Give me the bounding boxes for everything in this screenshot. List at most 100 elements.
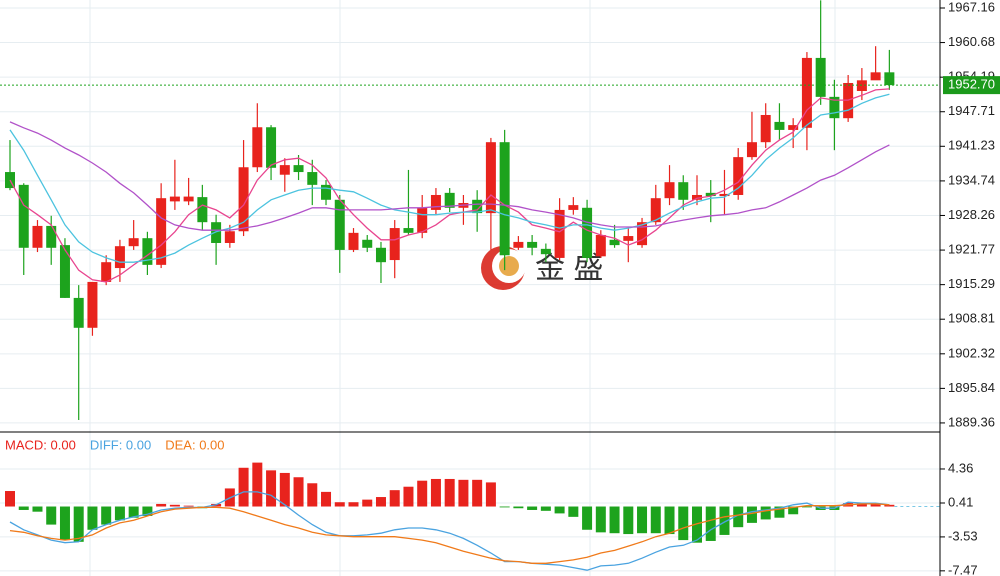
macd-bar [582,506,593,530]
macd-bar [884,504,895,507]
indicator-line [9,503,890,564]
candle-body [692,194,702,200]
y-tick-label: 1902.32 [948,345,995,360]
macd-bar [375,497,386,507]
macd-bar [266,470,277,507]
watermark: 金 盛 [535,252,603,285]
moving-average-line [9,121,890,231]
candle-body [568,205,579,210]
candle-body [774,121,785,130]
candle-body [46,225,57,248]
macd-bar [678,506,689,541]
macd-bar [623,506,634,535]
macd-bar [32,506,43,512]
last-price-label: 1952.70 [948,77,995,92]
candle-body [678,182,689,200]
macd-bar [568,506,579,517]
macd-bar [46,506,57,525]
macd-bar [444,478,455,507]
macd-bar [692,506,702,543]
candle-body [238,167,249,232]
candle-body [101,262,112,282]
candle-body [623,236,634,241]
macd-bar [128,506,139,518]
candle-body [32,225,43,248]
y-tick-label: -3.53 [948,528,978,543]
candle-body [348,232,359,250]
candle-body [513,241,524,248]
candle-body [307,172,318,185]
candle-body [637,222,648,246]
macd-bar [485,482,496,507]
macd-bar [156,503,167,507]
candle-body [375,247,386,263]
y-tick-label: 1921.77 [948,242,995,257]
y-tick-label: 1915.29 [948,276,995,291]
macd-bar [183,505,194,507]
macd-bar [664,506,675,535]
y-tick-label: 4.36 [948,460,973,475]
candle-body [279,165,290,175]
macd-bar [430,478,441,507]
macd-bar [18,506,29,510]
macd-bar [293,477,304,507]
candle-body [527,241,538,248]
candle-body [705,192,716,197]
candle-body [321,184,332,200]
legend-entry: DIFF: 0.00 [90,437,151,452]
macd-bar [540,506,551,511]
moving-average-line [9,93,890,263]
macd-bar [733,506,744,528]
candle-body [664,182,675,199]
candle-body [609,239,620,246]
candle-body [114,246,125,269]
macd-bar [746,506,757,523]
macd-bar [101,506,112,525]
moving-average-line [9,88,890,283]
candle-body [18,184,29,248]
candle-body [142,238,153,265]
candle-body [829,96,840,119]
candle-body [5,172,15,189]
candle-body [430,194,441,210]
logo-coin [499,256,519,276]
candle-body [733,157,744,195]
last-price-box [943,76,1000,95]
macd-bar [458,479,469,507]
macd-bar [472,479,483,507]
macd-bar [279,472,290,507]
candle-body [760,114,771,143]
macd-bar [705,506,716,541]
candle-body [252,127,263,168]
macd-bar [403,486,414,507]
macd-bar [362,499,373,507]
macd-bar [252,462,263,507]
macd-bar [856,503,867,507]
grid-layer [0,7,940,572]
macd-bar [334,502,345,507]
macd-bar [513,506,524,509]
candle-body [554,209,565,258]
candle-body [211,222,222,243]
macd-bar [609,506,620,534]
macd-bar [527,506,538,510]
y-tick-label: 1928.26 [948,207,995,222]
macd-bar [389,490,400,507]
macd-bar [760,506,771,520]
candle-body [801,57,812,128]
y-tick-label: 1967.16 [948,0,995,14]
legend-entry: DEA: 0.00 [165,437,224,452]
macd-bar [595,506,606,533]
macd-bar [788,506,799,515]
y-tick-label: 1908.81 [948,311,995,326]
y-tick-label: 1947.71 [948,103,995,118]
candle-body [650,198,661,223]
candle-body [472,199,483,214]
candle-body [815,57,826,97]
candle-body [856,80,867,91]
candle-body [224,231,235,243]
macd-bar [348,502,359,507]
candle-body [595,234,606,257]
